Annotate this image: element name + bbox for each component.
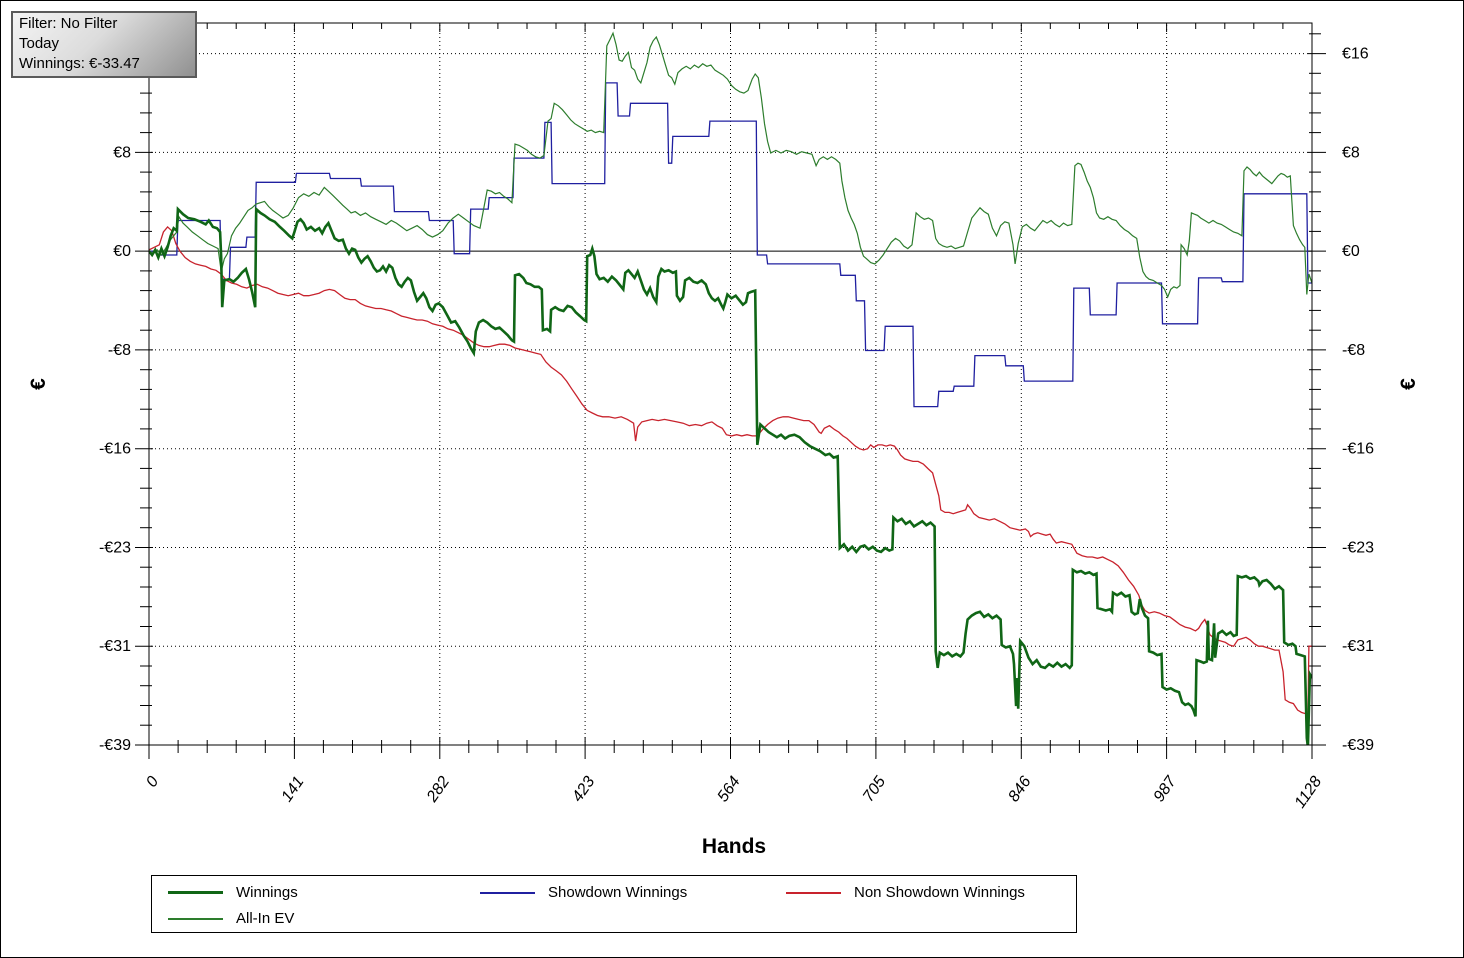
winnings-total-line: Winnings: €-33.47 [19,54,140,72]
svg-text:-€31: -€31 [99,638,131,655]
legend-label-showdown-winnings: Showdown Winnings [548,884,688,901]
svg-text:€0: €0 [113,243,131,260]
period-line: Today [19,34,60,52]
chart-legend: Winnings Showdown Winnings Non Showdown … [151,875,1077,933]
svg-text:-€31: -€31 [1342,638,1374,655]
non-showdown-winnings-line-swatch [786,891,841,894]
svg-text:€16: €16 [1342,46,1369,63]
chart-legend-grid: Winnings Showdown Winnings Non Showdown … [152,876,1076,927]
svg-text:€0: €0 [1342,243,1360,260]
series-all-in-ev-line [149,31,1312,299]
svg-text:-€8: -€8 [1342,342,1365,359]
legend-label-all-in-ev: All-In EV [236,910,295,927]
legend-item-winnings[interactable]: Winnings [168,884,480,901]
series-non-showdown-winnings-line [149,225,1312,721]
y-gridlines [149,53,1312,647]
svg-text:-€39: -€39 [99,737,131,754]
plot-border[interactable] [148,22,1313,746]
filter-info-overlay: Filter: No Filter Today Winnings: €-33.4… [11,11,197,79]
svg-text:-€8: -€8 [108,342,131,359]
svg-text:-€23: -€23 [1342,540,1374,557]
legend-label-non-showdown-winnings: Non Showdown Winnings [854,884,1025,901]
legend-label-winnings: Winnings [236,884,298,901]
x-axis-title: Hands [702,835,766,858]
legend-item-showdown-winnings[interactable]: Showdown Winnings [480,884,786,901]
series-winnings-line [149,206,1312,745]
all-in-ev-line-swatch [168,917,223,920]
y-axis-title-right: € [1397,378,1420,390]
svg-text:-€23: -€23 [99,540,131,557]
svg-text:-€39: -€39 [1342,737,1374,754]
svg-text:-€16: -€16 [1342,441,1374,458]
svg-text:€8: €8 [1342,144,1360,161]
legend-item-all-in-ev[interactable]: All-In EV [168,910,480,927]
svg-text:-€16: -€16 [99,441,131,458]
series-lines [149,31,1312,745]
legend-item-non-showdown-winnings[interactable]: Non Showdown Winnings [786,884,1076,901]
y-axis-title-left: € [27,378,50,390]
showdown-winnings-line-swatch [480,891,535,894]
winnings-line-swatch [168,891,223,894]
series-showdown-winnings-line [149,82,1312,408]
svg-text:€8: €8 [113,144,131,161]
y-axis-ticks [135,33,1326,746]
filter-line: Filter: No Filter [19,15,118,32]
x-axis-ticks [148,23,1313,759]
